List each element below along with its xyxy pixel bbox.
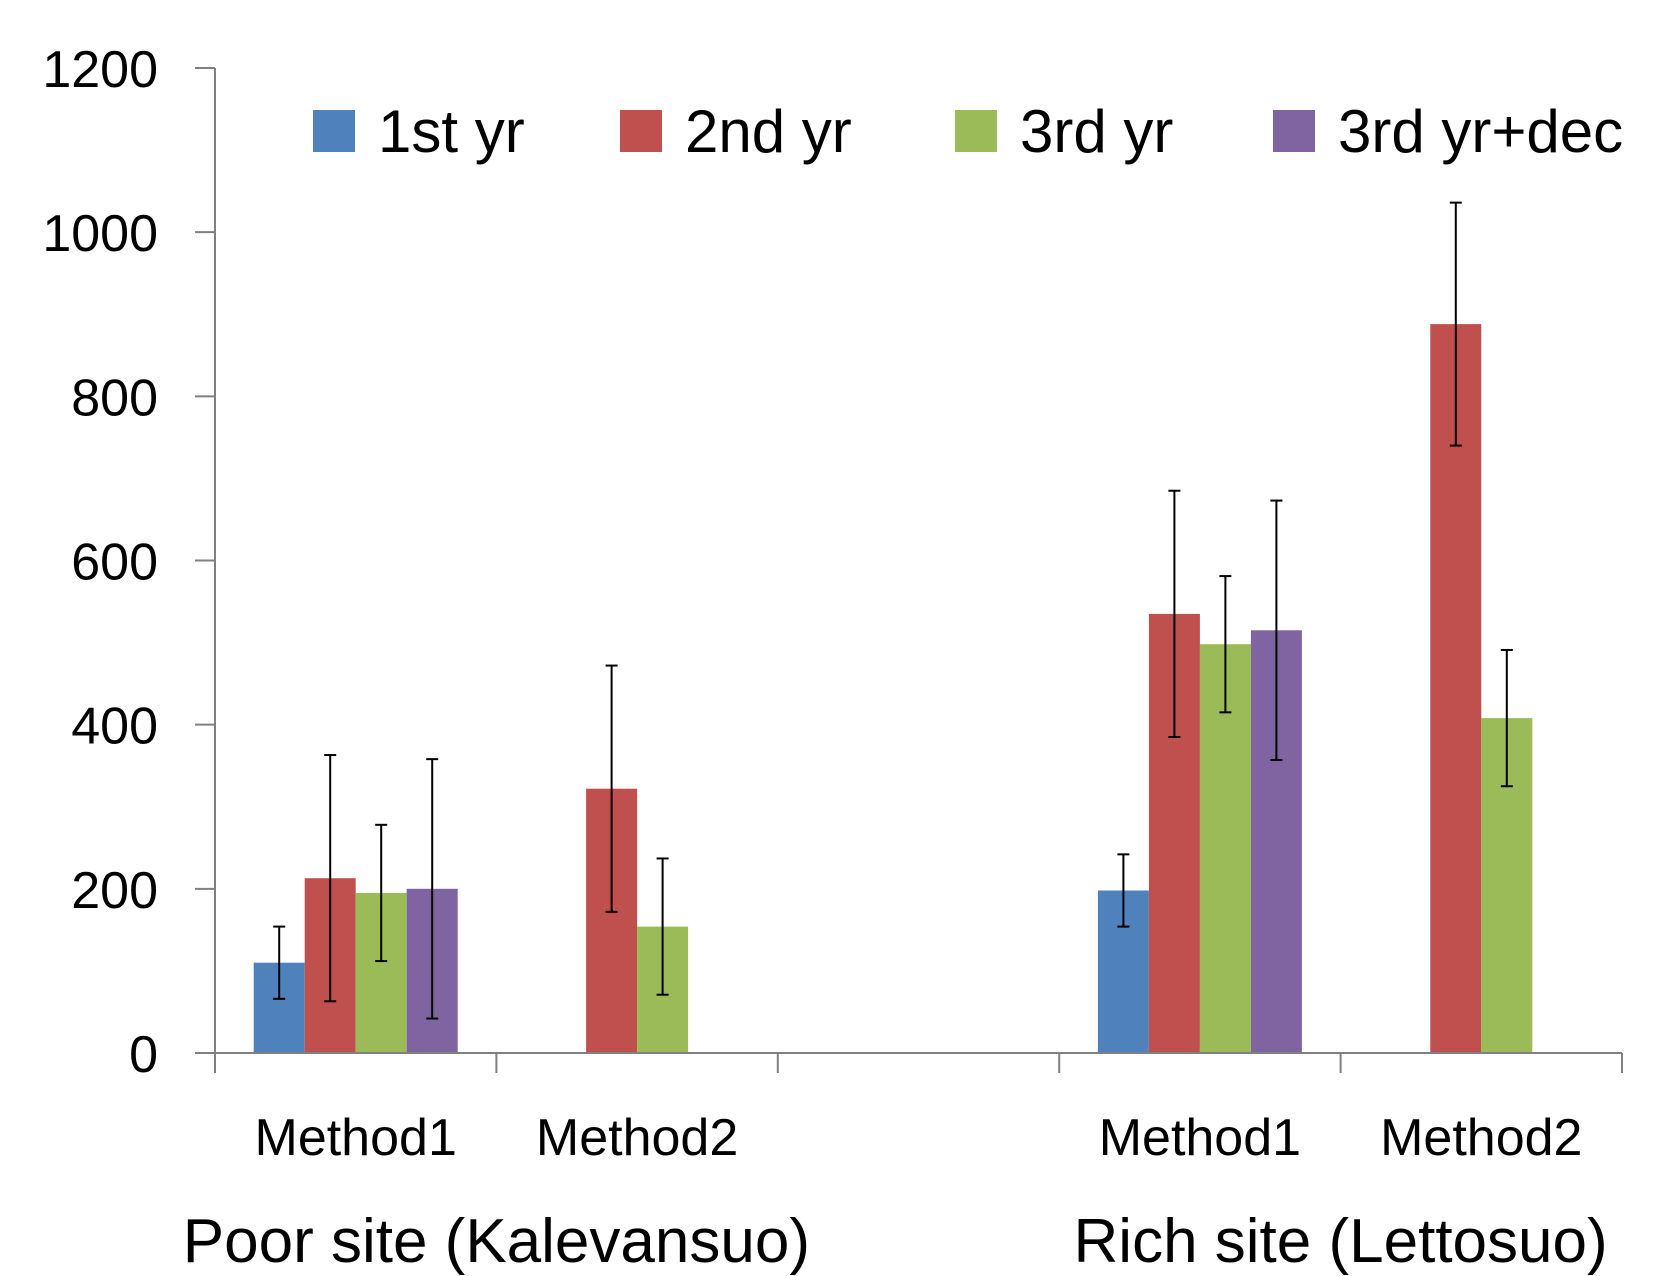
error-bar-1st-yr-0 <box>273 925 286 1000</box>
legend-label-3: 3rd yr+dec <box>1338 98 1623 165</box>
y-tick-label-400: 400 <box>71 698 158 756</box>
error-bar-3rd-yr-dec-0 <box>426 758 439 1020</box>
y-tick-label-600: 600 <box>71 534 158 592</box>
y-tick-label-800: 800 <box>71 369 158 427</box>
error-bar-3rd-yr-1 <box>656 857 669 996</box>
error-bar-2nd-yr-4 <box>1449 201 1462 447</box>
error-bar-1st-yr-3 <box>1117 853 1130 928</box>
x-category-label-1: Method2 <box>536 1109 738 1167</box>
error-bar-2nd-yr-0 <box>324 754 337 1003</box>
error-bar-3rd-yr-4 <box>1500 648 1513 788</box>
x-category-label-3: Method1 <box>1099 1109 1301 1167</box>
legend-label-1: 2nd yr <box>685 98 852 165</box>
error-bar-3rd-yr-0 <box>375 823 388 963</box>
legend-item-3: 3rd yr+dec <box>1273 98 1623 165</box>
x-category-label-0: Method1 <box>255 1109 457 1167</box>
error-bar-2nd-yr-1 <box>605 664 618 913</box>
y-tick-label-1000: 1000 <box>42 205 158 263</box>
y-tick-label-200: 200 <box>71 862 158 920</box>
legend-item-2: 3rd yr <box>955 98 1173 165</box>
legend: 1st yr 2nd yr 3rd yr 3rd yr+dec <box>313 98 1623 165</box>
axis-layer <box>195 67 1623 1073</box>
x-category-label-4: Method2 <box>1380 1109 1582 1167</box>
bars-layer <box>253 324 1533 1054</box>
error-bar-3rd-yr-dec-3 <box>1270 499 1283 761</box>
y-tick-label-1200: 1200 <box>42 41 158 99</box>
legend-label-0: 1st yr <box>378 98 525 165</box>
error-bars-layer <box>273 201 1513 1020</box>
labels-layer: 0 200 400 600 800 1000 1200 Method1 Method2 Metho… <box>42 41 1607 1276</box>
legend-swatch-1 <box>620 110 662 152</box>
legend-item-1: 2nd yr <box>620 98 852 165</box>
x-group-label-1: Rich site (Lettosuo) <box>1074 1207 1608 1276</box>
x-group-label-0: Poor site (Kalevansuo) <box>183 1207 810 1276</box>
legend-swatch-0 <box>313 110 355 152</box>
legend-swatch-3 <box>1273 110 1315 152</box>
error-bar-3rd-yr-3 <box>1219 575 1232 714</box>
legend-item-0: 1st yr <box>313 98 525 165</box>
y-tick-label-0: 0 <box>129 1026 158 1084</box>
error-bar-2nd-yr-3 <box>1168 489 1181 738</box>
legend-label-2: 3rd yr <box>1020 98 1173 165</box>
legend-swatch-2 <box>955 110 997 152</box>
